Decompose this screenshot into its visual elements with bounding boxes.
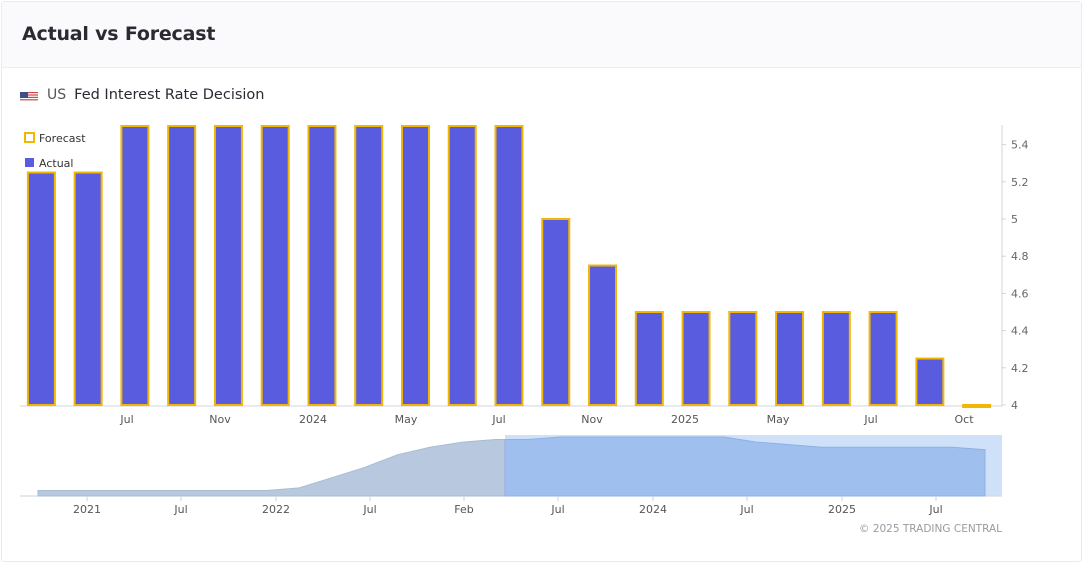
actual-bar[interactable] — [214, 126, 242, 405]
legend-actual-swatch[interactable] — [25, 158, 34, 167]
navigator-tick-label: 2022 — [262, 503, 290, 516]
x-ticks-group: Jul Nov 2024 May Jul Nov 2025 May Jul Oct — [119, 413, 974, 426]
navigator-tick-label: Jul — [362, 503, 376, 516]
y-tick-label: 4.4 — [1011, 325, 1029, 338]
actual-bar[interactable] — [27, 172, 55, 406]
x-tick-label: 2025 — [671, 413, 699, 426]
actual-bar[interactable] — [589, 265, 617, 406]
actual-bar[interactable] — [448, 126, 476, 405]
forecast-bar[interactable] — [821, 311, 851, 406]
card-title: Actual vs Forecast — [22, 23, 216, 45]
actual-bar[interactable] — [776, 312, 804, 405]
y-tick-label: 4.6 — [1011, 287, 1029, 300]
navigator-tick-label: Jul — [550, 503, 564, 516]
forecast-bar[interactable] — [447, 125, 477, 406]
y-tick-label: 5.4 — [1011, 139, 1029, 152]
navigator-ticks: 2021 Jul 2022 Jul Feb Jul 2024 Jul 2025 Jul — [73, 496, 943, 516]
x-tick-label: Jul — [119, 413, 133, 426]
x-tick-label: Nov — [581, 413, 603, 426]
forecast-bar[interactable] — [167, 125, 197, 406]
actual-bar[interactable] — [308, 126, 336, 405]
legend-forecast-swatch[interactable] — [24, 132, 35, 143]
actual-bar[interactable] — [355, 126, 383, 405]
us-flag-icon — [20, 89, 38, 101]
navigator-tick-label: Feb — [454, 503, 473, 516]
navigator-tick-label: Jul — [928, 503, 942, 516]
forecast-bar[interactable] — [728, 311, 758, 406]
y-tick-label: 4 — [1011, 399, 1018, 412]
x-tick-label: Nov — [209, 413, 231, 426]
x-tick-label: May — [767, 413, 790, 426]
navigator-selected-area — [504, 436, 986, 497]
event-country: US — [47, 87, 67, 103]
forecast-bar[interactable] — [26, 171, 56, 406]
actual-bar[interactable] — [869, 312, 897, 405]
legend-actual-label[interactable]: Actual — [39, 157, 73, 170]
bars-group — [26, 125, 992, 408]
actual-bar[interactable] — [542, 219, 570, 405]
navigator-tick-label: Jul — [173, 503, 187, 516]
actual-bar[interactable] — [74, 172, 102, 406]
y-tick-label: 4.8 — [1011, 250, 1029, 263]
actual-bar[interactable] — [729, 312, 757, 405]
actual-bar[interactable] — [401, 126, 429, 405]
actual-bar[interactable] — [261, 126, 289, 405]
navigator-tick-label: 2024 — [639, 503, 667, 516]
y-ticks-group: 4 4.2 4.4 4.6 4.8 5 5.2 5.4 — [1002, 139, 1029, 412]
navigator-tick-label: 2021 — [73, 503, 101, 516]
forecast-bar[interactable] — [681, 311, 711, 406]
x-tick-label: Jul — [863, 413, 877, 426]
legend-forecast-label[interactable]: Forecast — [39, 132, 86, 145]
copyright: © 2025 TRADING CENTRAL — [859, 523, 1002, 535]
actual-bar[interactable] — [682, 312, 710, 405]
forecast-bar[interactable] — [541, 218, 571, 406]
card-header: Actual vs Forecast — [2, 2, 1081, 68]
forecast-bar[interactable] — [915, 357, 945, 406]
forecast-bar[interactable] — [213, 125, 243, 406]
actual-bar[interactable] — [121, 126, 149, 405]
forecast-bar[interactable] — [260, 125, 290, 406]
forecast-bar[interactable] — [400, 125, 430, 406]
event-row: US Fed Interest Rate Decision — [20, 85, 265, 105]
event-name: Fed Interest Rate Decision — [74, 87, 265, 103]
forecast-bar[interactable] — [588, 264, 618, 406]
x-tick-label: 2024 — [299, 413, 327, 426]
legend: Forecast Actual — [24, 132, 86, 170]
y-tick-label: 4.2 — [1011, 362, 1029, 375]
forecast-bar[interactable] — [494, 125, 524, 406]
forecast-bar[interactable] — [354, 125, 384, 406]
navigator-tick-label: Jul — [739, 503, 753, 516]
navigator[interactable]: 2021 Jul 2022 Jul Feb Jul 2024 Jul 2025 Jul — [20, 435, 1002, 516]
actual-bar[interactable] — [916, 358, 944, 406]
y-tick-label: 5 — [1011, 213, 1018, 226]
y-tick-label: 5.2 — [1011, 176, 1029, 189]
x-tick-label: Oct — [954, 413, 974, 426]
actual-bar[interactable] — [495, 126, 523, 405]
actual-bar[interactable] — [822, 312, 850, 405]
x-tick-label: Jul — [491, 413, 505, 426]
navigator-tick-label: 2025 — [828, 503, 856, 516]
actual-bar[interactable] — [635, 312, 663, 405]
forecast-bar[interactable] — [775, 311, 805, 406]
forecast-bar[interactable] — [868, 311, 898, 406]
actual-bar[interactable] — [168, 126, 196, 405]
forecast-bar[interactable] — [962, 404, 992, 408]
x-tick-label: May — [395, 413, 418, 426]
forecast-bar[interactable] — [120, 125, 150, 406]
forecast-bar[interactable] — [634, 311, 664, 406]
forecast-bar[interactable] — [73, 171, 103, 406]
forecast-bar[interactable] — [307, 125, 337, 406]
